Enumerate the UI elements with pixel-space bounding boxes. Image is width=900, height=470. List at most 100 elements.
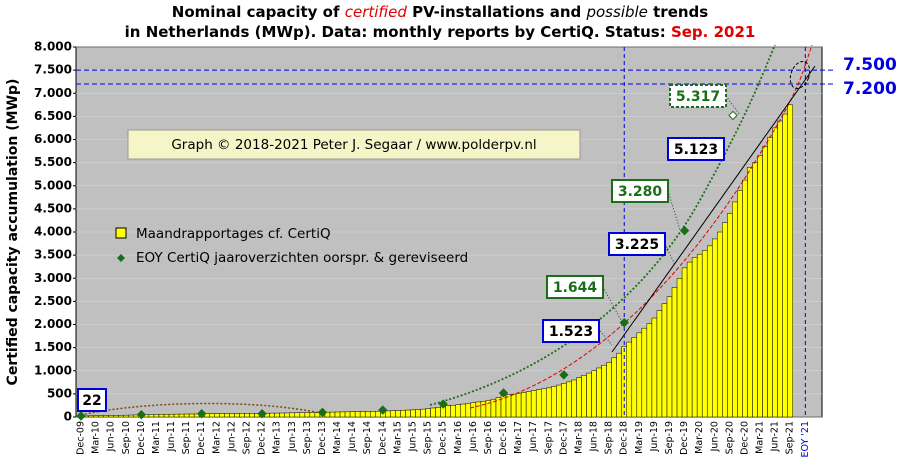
y-tick-label: 2.500	[34, 294, 72, 308]
x-tick-label: Sep-17	[543, 421, 554, 454]
bar	[415, 409, 421, 418]
bar	[445, 405, 451, 418]
y-tick-label: 7.500	[34, 63, 72, 77]
callout-box	[667, 137, 725, 161]
y-tick-label: 4.000	[34, 225, 72, 239]
bar	[224, 413, 230, 418]
callout-label: 1.523	[549, 324, 593, 340]
bar	[651, 317, 658, 418]
bar	[586, 372, 592, 418]
y-tick-label: 0	[64, 410, 72, 424]
bar	[505, 394, 512, 418]
bar	[696, 253, 703, 418]
bar	[294, 412, 301, 418]
bar	[520, 392, 527, 418]
x-tick-label: Dec-20	[739, 421, 750, 455]
credit-box	[127, 129, 581, 160]
bar	[390, 410, 396, 418]
y-tick-label: 500	[47, 386, 72, 400]
x-tick-label: Mar-10	[91, 421, 102, 454]
callout-leader	[599, 330, 613, 346]
x-tick-label: Mar-16	[453, 421, 464, 454]
y-tick-label: 8.000	[34, 40, 72, 54]
bar	[214, 413, 220, 418]
callout-box	[669, 84, 727, 108]
eoy-marker	[498, 388, 509, 398]
bar	[108, 415, 114, 418]
callout-leader	[667, 190, 681, 231]
bar	[229, 413, 235, 418]
eoy-marker	[679, 225, 690, 236]
x-tick-label: Jun-14	[347, 421, 358, 452]
bar	[656, 310, 663, 418]
reference-label: 7.200	[843, 79, 897, 99]
bar	[98, 415, 104, 418]
bar	[339, 411, 346, 418]
x-tick-label: Mar-12	[211, 421, 222, 454]
callout-box	[542, 319, 600, 343]
bar	[722, 222, 728, 418]
callout-box	[611, 179, 669, 203]
bar	[289, 412, 296, 418]
y-tick-label: 5.500	[34, 155, 72, 169]
bar	[591, 370, 597, 418]
bar	[435, 407, 441, 418]
bar	[546, 387, 552, 418]
bar	[596, 367, 602, 418]
callout-leader	[725, 95, 741, 116]
title-part: PV-installations and	[407, 3, 587, 21]
bar	[641, 327, 648, 418]
bar	[239, 413, 245, 418]
bar	[359, 411, 366, 418]
x-tick-label: Sep-20	[724, 421, 735, 454]
trend-green	[429, 44, 776, 406]
y-axis-label: Certified capacity accumulation (MWp)	[5, 79, 21, 386]
highlight-ellipse	[789, 60, 811, 90]
x-tick-label: Mar-21	[755, 421, 766, 454]
x-tick-label: Jun-11	[166, 421, 177, 452]
legend-label: EOY CertiQ jaaroverzichten oorspr. & ger…	[136, 250, 468, 266]
eoy-marker	[559, 370, 569, 380]
bar	[274, 412, 280, 418]
bar	[566, 381, 572, 418]
y-tick-label: 3.000	[34, 271, 72, 285]
bar	[400, 410, 406, 418]
x-tick-label: Mar-20	[694, 421, 705, 454]
bar	[762, 146, 768, 418]
bar	[551, 386, 557, 418]
bar	[681, 267, 688, 418]
bar	[234, 413, 240, 418]
callout-box	[608, 232, 666, 256]
callout-box	[546, 275, 604, 299]
bar	[420, 408, 426, 418]
bar	[93, 415, 99, 418]
x-tick-label: Dec-09	[76, 421, 87, 455]
callout-box	[77, 388, 107, 412]
bar	[304, 412, 311, 418]
x-tick-label: Dec-18	[619, 421, 630, 455]
x-tick-label: Jun-20	[709, 421, 720, 452]
bar	[284, 412, 290, 418]
bar	[269, 412, 275, 418]
x-tick-label: Jun-16	[468, 421, 479, 452]
title-part: certified	[345, 3, 408, 21]
bar	[601, 364, 607, 418]
bar	[244, 413, 250, 418]
legend-swatch	[115, 227, 127, 239]
callout-leader	[664, 243, 676, 266]
bar	[375, 410, 381, 418]
credit: Graph © 2018-2021 Peter J. Segaar / www.…	[171, 137, 536, 153]
bar	[349, 411, 356, 418]
bar	[581, 375, 587, 418]
bar	[153, 414, 160, 418]
y-tick-label: 7.000	[34, 86, 72, 100]
bar	[455, 404, 462, 418]
bar	[249, 413, 255, 418]
bar	[103, 415, 109, 418]
bar	[732, 201, 738, 418]
y-tick-label: 1.000	[34, 363, 72, 377]
x-tick-label: Sep-11	[181, 421, 192, 454]
bar	[752, 162, 758, 418]
bar	[701, 250, 708, 418]
bar	[425, 408, 431, 418]
